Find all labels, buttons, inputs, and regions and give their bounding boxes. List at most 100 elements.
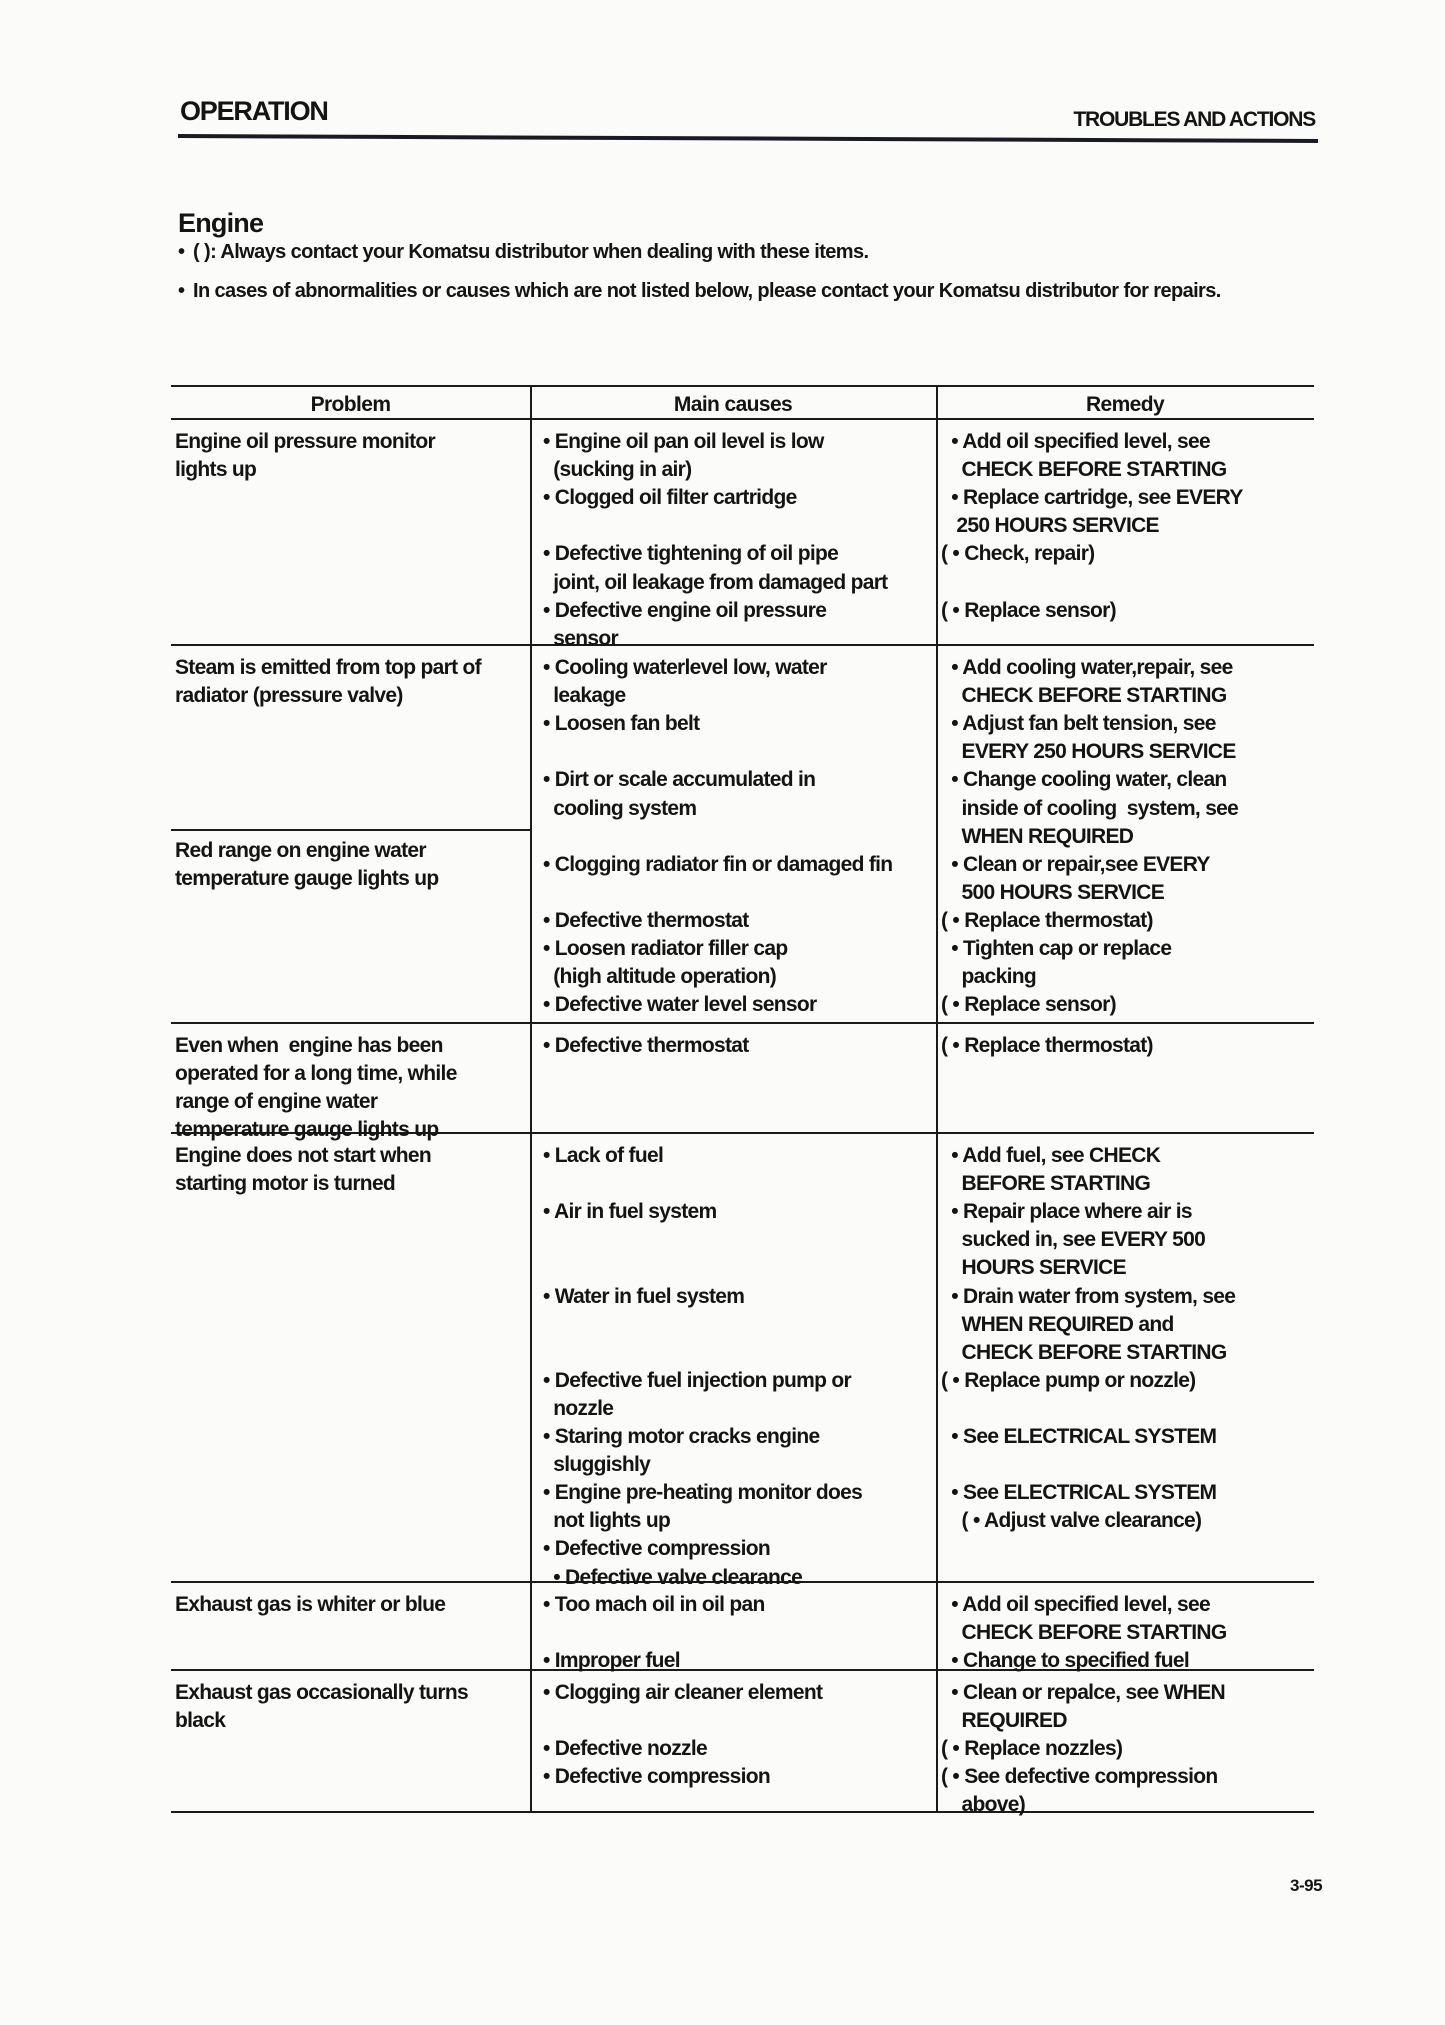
cause-item-line: • Staring motor cracks engine <box>543 1425 820 1448</box>
cause-item-line: • Defective compression <box>543 1765 771 1789</box>
cause-item-line: • Clogging radiator fin or damaged fin <box>543 852 893 876</box>
cause-item-line: • Defective valve clearance <box>543 1565 803 1589</box>
remedy-item-line: • See ELECTRICAL SYSTEM <box>941 1425 1217 1448</box>
cause-item-line: sluggishly <box>543 1453 651 1477</box>
note-item: • In cases of abnormalities or causes whi… <box>178 274 1318 308</box>
bullet-icon: • <box>178 241 185 263</box>
column-header-remedy: Remedy <box>1085 393 1165 416</box>
cause-item-line: sensor <box>543 626 618 650</box>
remedy-item-line: ( • Replace thermostat) <box>941 1034 1154 1057</box>
header-chapter-title: TROUBLES AND ACTIONS <box>1073 108 1316 131</box>
remedy-item-line: • Add oil specified level, see <box>941 430 1210 453</box>
cause-item-line: • Defective thermostat <box>543 1034 749 1057</box>
remedy-item-line: • Change to specified fuel <box>941 1649 1189 1673</box>
remedy-item-line: • Replace cartridge, see EVERY <box>941 486 1243 510</box>
remedy-item-line: ( • Check, repair) <box>941 542 1095 566</box>
remedy-item-line: CHECK BEFORE STARTING <box>941 1340 1228 1364</box>
cause-item-line: • Loosen radiator filler cap <box>543 937 788 960</box>
problem-cell-line: Engine does not start when <box>175 1144 432 1167</box>
remedy-item-line: 250 HOURS SERVICE <box>941 514 1159 538</box>
remedy-item-line: REQUIRED <box>941 1709 1068 1733</box>
cause-item-line: joint, oil leakage from damaged part <box>543 570 888 594</box>
remedy-item-line: inside of cooling system, see <box>941 796 1239 820</box>
header-bottom-border <box>171 418 1314 420</box>
remedy-item-line: • Tighten cap or replace <box>941 937 1172 960</box>
row-divider <box>171 1669 1314 1671</box>
remedy-item-line: packing <box>941 965 1037 989</box>
cause-item-line: • Defective engine oil pressure <box>543 598 827 622</box>
cause-item-line: • Defective thermostat <box>543 908 749 932</box>
cause-item-line: cooling system <box>543 796 697 820</box>
problem-cell-line: Exhaust gas is whiter or blue <box>175 1593 446 1616</box>
remedy-item-line: ( • Replace nozzles) <box>941 1737 1123 1761</box>
remedy-item-line: • Repair place where air is <box>941 1200 1192 1224</box>
remedy-item-line: • Add cooling water,repair, see <box>941 656 1233 679</box>
problem-cell-line: black <box>175 1709 226 1733</box>
bullet-icon: • <box>178 280 185 302</box>
remedy-item-line: • See ELECTRICAL SYSTEM <box>941 1481 1217 1505</box>
cause-item-line: • Engine oil pan oil level is low <box>543 430 824 453</box>
header-section-title: OPERATION <box>180 96 329 126</box>
problem-cell-line: Even when engine has been <box>175 1034 443 1057</box>
row-divider <box>171 1581 1314 1583</box>
problem-cell-line: lights up <box>175 458 257 482</box>
table-top-border <box>171 385 1314 387</box>
header-rule <box>177 134 1318 143</box>
row-divider <box>171 1132 1314 1134</box>
cause-item-line: • Defective nozzle <box>543 1737 708 1761</box>
remedy-item-line: • Adjust fan belt tension, see <box>941 712 1216 736</box>
remedy-item-line: sucked in, see EVERY 500 <box>941 1228 1206 1252</box>
problem-cell-line: radiator (pressure valve) <box>175 684 403 708</box>
remedy-item-line: CHECK BEFORE STARTING <box>941 1621 1228 1645</box>
cause-item-line: (high altitude operation) <box>543 965 777 989</box>
row-divider <box>171 1022 1314 1024</box>
remedy-item-line: ( • Replace sensor) <box>941 598 1117 622</box>
remedy-item-line: 500 HOURS SERVICE <box>941 880 1165 904</box>
remedy-item-line: • Drain water from system, see <box>941 1284 1236 1308</box>
remedy-item-line: WHEN REQUIRED and <box>941 1312 1175 1336</box>
cause-item-line: • Defective fuel injection pump or <box>543 1368 852 1392</box>
remedy-item-line: • Clean or repair,see EVERY <box>941 852 1210 876</box>
problem-divider <box>171 829 530 831</box>
column-divider <box>530 385 532 1811</box>
cause-item-line: • Lack of fuel <box>543 1144 664 1167</box>
problem-cell-line: range of engine water <box>175 1090 378 1114</box>
problem-cell-line: Steam is emitted from top part of <box>175 656 482 679</box>
problem-cell-line: starting motor is turned <box>175 1172 396 1196</box>
troubleshooting-table: Problem Main causes Remedy Engine oil pr… <box>171 385 1314 1816</box>
remedy-item-line: • Add fuel, see CHECK <box>941 1144 1161 1167</box>
remedy-item-line: WHEN REQUIRED <box>941 824 1134 848</box>
cause-item-line: (sucking in air) <box>543 458 692 482</box>
remedy-item-line: ( • Replace sensor) <box>941 993 1117 1017</box>
cause-item-line: • Defective tightening of oil pipe <box>543 542 839 566</box>
cause-item-line: • Defective compression <box>543 1537 771 1561</box>
note-text: In cases of abnormalities or causes whic… <box>193 280 1221 302</box>
cause-item-line: • Clogged oil filter cartridge <box>543 486 797 510</box>
cause-item-line: • Too mach oil in oil pan <box>543 1593 765 1616</box>
cause-item-line: nozzle <box>543 1396 614 1420</box>
cause-item-line: • Loosen fan belt <box>543 712 700 736</box>
problem-cell-line: operated for a long time, while <box>175 1062 457 1086</box>
row-divider <box>171 644 1314 646</box>
remedy-item-line: ( • Replace thermostat) <box>941 908 1154 932</box>
problem-cell-line: Exhaust gas occasionally turns <box>175 1681 469 1704</box>
note-text: ( ): Always contact your Komatsu distrib… <box>193 241 869 263</box>
problem-cell-line: Engine oil pressure monitor <box>175 430 436 453</box>
cause-item-line: • Improper fuel <box>543 1649 681 1673</box>
cause-item-line: • Defective water level sensor <box>543 993 817 1017</box>
cause-item-line: not lights up <box>543 1509 671 1533</box>
page-number: 3-95 <box>1290 1876 1323 1895</box>
remedy-item-line: ( • Adjust valve clearance) <box>941 1509 1202 1533</box>
cause-item-line: • Water in fuel system <box>543 1284 745 1308</box>
remedy-item-line: ( • Replace pump or nozzle) <box>941 1368 1196 1392</box>
remedy-item-line: ( • See defective compression <box>941 1765 1218 1789</box>
remedy-item-line: CHECK BEFORE STARTING <box>941 458 1228 482</box>
remedy-item-line: above) <box>941 1793 1026 1817</box>
cause-item-line: • Air in fuel system <box>543 1200 717 1224</box>
remedy-item-line: • Change cooling water, clean <box>941 768 1227 792</box>
remedy-item-line: CHECK BEFORE STARTING <box>941 684 1228 708</box>
section-title: Engine <box>178 208 264 238</box>
cause-item-line: leakage <box>543 684 626 708</box>
table-bottom-border <box>171 1811 1314 1813</box>
remedy-item-line: • Add oil specified level, see <box>941 1593 1210 1616</box>
